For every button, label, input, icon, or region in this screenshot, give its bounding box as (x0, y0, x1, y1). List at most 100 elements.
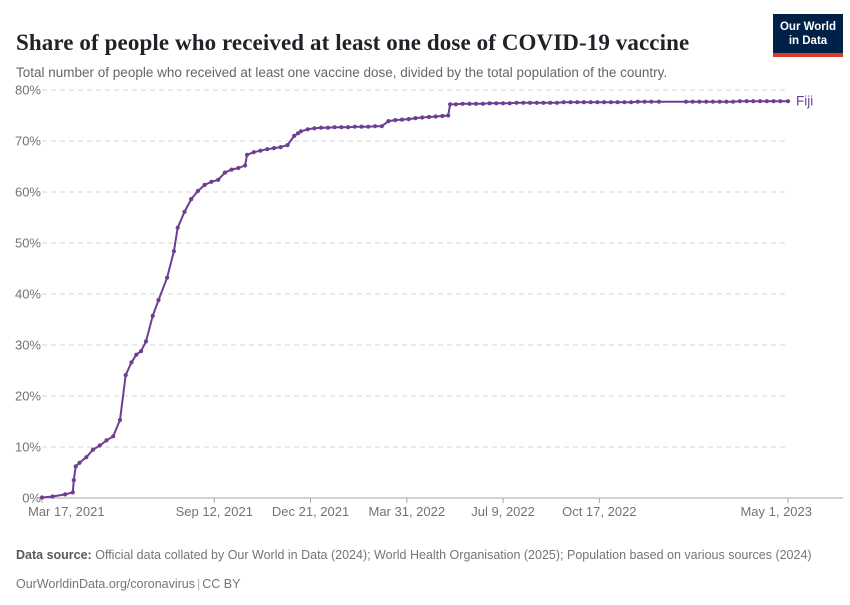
y-tick-label: 50% (15, 236, 41, 251)
license-label: CC BY (202, 576, 241, 591)
series-marker (460, 101, 465, 106)
series-marker (165, 275, 170, 280)
owid-logo-accent-bar (773, 53, 843, 57)
series-marker (278, 145, 283, 150)
y-tick-label: 10% (15, 440, 41, 455)
series-marker (608, 100, 614, 105)
series-marker (236, 165, 241, 171)
series-marker (737, 99, 743, 104)
series-marker (143, 339, 149, 344)
y-tick-label: 0% (22, 491, 41, 506)
series-marker (359, 124, 364, 129)
page-title: Share of people who received at least on… (16, 30, 690, 56)
series-marker (501, 101, 506, 106)
license-line: OurWorldinData.org/coronavirus | CC BY (16, 576, 816, 593)
series-marker (399, 117, 405, 122)
series-marker (595, 100, 600, 105)
series-marker (717, 99, 722, 104)
series-marker (393, 118, 398, 123)
series-marker (561, 100, 566, 105)
y-tick-label: 40% (15, 287, 41, 302)
x-tick-label: Dec 21, 2021 (272, 504, 349, 519)
series-marker (285, 143, 290, 148)
series-marker (222, 170, 227, 175)
series-marker (656, 99, 662, 104)
series-marker (258, 148, 263, 153)
series-marker (379, 124, 384, 129)
x-tick-label: Sep 12, 2021 (176, 504, 253, 519)
series-marker (588, 100, 593, 105)
series-marker (111, 434, 116, 439)
series-marker (325, 125, 330, 130)
series-marker (554, 100, 560, 105)
series-marker (474, 101, 479, 106)
series-marker (406, 117, 411, 122)
series-marker (386, 119, 391, 124)
series-marker (366, 124, 371, 129)
series-marker (134, 352, 139, 357)
series-marker (426, 114, 432, 120)
series-marker (156, 298, 161, 303)
series-marker (209, 179, 214, 184)
series-marker (117, 417, 123, 423)
series-marker (785, 99, 791, 104)
data-source-line: Data source: Official data collated by O… (16, 547, 816, 564)
series-marker (575, 100, 580, 105)
series-marker (339, 125, 344, 130)
data-source-text: Official data collated by Our World in D… (95, 547, 812, 562)
series-line-fiji[interactable] (41, 100, 789, 499)
series-marker (697, 99, 702, 104)
series-marker (649, 99, 654, 104)
series-marker (690, 99, 695, 104)
series-marker (527, 100, 533, 105)
series-marker (764, 99, 769, 104)
series-marker (771, 99, 776, 104)
series-marker (71, 478, 76, 483)
series-marker (129, 360, 134, 365)
series-marker (216, 177, 221, 182)
owid-link[interactable]: OurWorldinData.org/coronavirus (16, 576, 196, 591)
series-marker (724, 99, 729, 104)
chart-subtitle: Total number of people who received at l… (16, 64, 668, 80)
x-tick-label: May 1, 2023 (740, 504, 812, 519)
x-tick-label: Mar 17, 2021 (28, 504, 105, 519)
y-tick-label: 80% (15, 83, 41, 98)
series-marker (171, 249, 176, 254)
series-marker (629, 100, 634, 105)
series-marker (541, 100, 546, 105)
y-tick-label: 60% (15, 185, 41, 200)
series-marker (123, 373, 128, 378)
owid-logo-box: Our World in Data (773, 14, 843, 53)
series-marker (104, 438, 109, 443)
series-marker (448, 102, 453, 107)
series-marker (635, 99, 640, 104)
series-marker (195, 188, 200, 194)
series-marker (251, 150, 256, 155)
series-marker (758, 99, 763, 104)
series-marker (487, 101, 492, 106)
series-marker (568, 100, 573, 105)
series-marker (480, 101, 485, 106)
series-marker (548, 100, 553, 105)
series-marker (453, 102, 458, 107)
series-marker (731, 99, 736, 104)
y-tick-label: 20% (15, 389, 41, 404)
series-marker (139, 349, 144, 354)
owid-logo: Our World in Data (773, 14, 843, 57)
series-marker (90, 447, 96, 452)
series-marker (292, 133, 297, 138)
series-marker (683, 99, 689, 104)
series-marker (150, 313, 155, 318)
series-marker (744, 99, 749, 104)
x-tick-label: Mar 31, 2022 (369, 504, 446, 519)
series-marker (346, 125, 351, 130)
series-marker (63, 492, 68, 497)
series-marker (778, 99, 783, 104)
x-tick-label: Jul 9, 2022 (471, 504, 535, 519)
series-marker (521, 100, 526, 105)
series-marker (507, 101, 512, 106)
series-marker (77, 460, 82, 465)
series-marker (413, 116, 418, 121)
chart-footer: Data source: Official data collated by O… (16, 534, 816, 605)
data-source-label: Data source: (16, 547, 92, 562)
